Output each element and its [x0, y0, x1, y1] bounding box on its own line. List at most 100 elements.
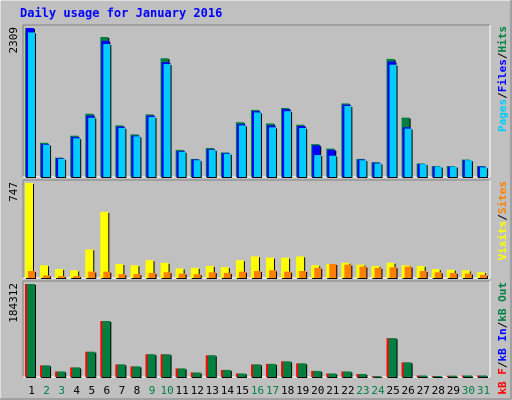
bar-kbout-day-3 [57, 371, 66, 377]
bar-pages-day-25 [389, 64, 397, 177]
bar-pages-day-21 [329, 155, 337, 177]
bar-pages-day-31 [479, 167, 487, 177]
bar-sites-day-31 [479, 274, 487, 278]
bar-kbout-day-8 [132, 366, 141, 377]
bar-pages-day-5 [88, 117, 96, 177]
bar-kbout-day-27 [418, 375, 427, 377]
bar-sites-day-13 [208, 272, 216, 278]
legend-entry: kB Out [496, 282, 509, 322]
x-tick-label-day-3: 3 [58, 384, 65, 397]
bar-sites-day-5 [88, 271, 96, 278]
x-axis-labels: 1 2 3 4 5 6 7 8 9 10 11 12 13 14 15 16 17 18 19 20 21 22 23 24 2… [28, 384, 490, 397]
bar-visits-day-16 [250, 256, 259, 278]
x-tick-label-day-8: 8 [134, 384, 141, 397]
x-tick-label-day-6: 6 [104, 384, 111, 397]
panel-visitors: 747 Visits/Sites [7, 179, 509, 279]
bar-kbout-day-15 [237, 373, 246, 377]
bar-sites-day-22 [344, 264, 352, 278]
bar-pages-day-2 [43, 144, 51, 177]
bar-visits-day-11 [175, 268, 184, 278]
bar-pages-day-11 [178, 151, 186, 177]
bar-kbout-day-28-shadow [434, 376, 443, 378]
bar-sites-day-16 [253, 271, 261, 278]
x-tick-label-day-1: 1 [28, 384, 35, 397]
bar-sites-day-29 [449, 272, 457, 278]
x-tick-label-day-22: 22 [341, 384, 354, 397]
bar-pages-day-8 [133, 136, 141, 177]
bar-kbout-day-12 [192, 372, 201, 377]
bar-sites-day-6 [103, 271, 111, 278]
bar-kbout-day-7 [117, 364, 126, 377]
legend-entry: Visits [496, 221, 509, 261]
chart-title: Daily usage for January 2016 [20, 6, 222, 20]
bar-pages-day-9 [148, 116, 156, 177]
legend-entry: kB F [496, 368, 509, 395]
bar-kbout-day-26 [403, 362, 412, 377]
bar-pages-day-17 [269, 127, 277, 177]
panel-traffic-ymax-label: 184312 [7, 283, 20, 323]
bar-pages-day-13 [208, 149, 216, 177]
x-tick-label-day-13: 13 [206, 384, 219, 397]
bar-visits-day-2 [40, 265, 49, 278]
bar-sites-day-24 [374, 267, 382, 278]
bar-pages-day-7 [118, 127, 126, 177]
x-tick-label-day-23: 23 [356, 384, 369, 397]
x-tick-label-day-18: 18 [281, 384, 294, 397]
bar-kbout-day-30-shadow [464, 376, 473, 378]
legend-separator: / [496, 361, 509, 368]
bar-kbout-day-22 [343, 371, 352, 377]
bar-kbout-day-28 [433, 375, 442, 377]
x-tick-label-day-7: 7 [119, 384, 126, 397]
bar-visits-day-15 [235, 260, 244, 278]
bar-kbout-day-4 [72, 367, 81, 377]
panel-visitors-legend: Visits/Sites [496, 181, 509, 261]
bar-kbout-day-30 [463, 375, 472, 377]
bar-sites-day-10 [163, 272, 171, 278]
bar-pages-day-18 [284, 111, 292, 177]
bar-pages-day-15 [238, 125, 246, 177]
legend-separator: / [496, 52, 509, 59]
x-tick-label-day-9: 9 [149, 384, 156, 397]
x-tick-label-day-21: 21 [326, 384, 339, 397]
bar-sites-day-18 [284, 271, 292, 278]
bar-kbout-day-13 [207, 355, 216, 377]
bar-sites-day-1 [28, 271, 35, 278]
bar-sites-day-3-shadow [59, 277, 67, 279]
bar-sites-day-28 [434, 272, 442, 278]
bar-visits-day-13 [205, 265, 214, 278]
legend-entry: Pages [496, 99, 509, 132]
bar-sites-day-11 [178, 273, 186, 278]
bar-sites-day-3 [58, 276, 66, 278]
bar-pages-day-16 [253, 112, 261, 177]
bar-pages-day-20 [314, 155, 322, 177]
bar-kbout-day-31 [478, 375, 487, 377]
x-tick-label-day-31: 31 [477, 384, 490, 397]
bar-kbout-day-9 [147, 354, 156, 377]
x-tick-label-day-25: 25 [386, 384, 399, 397]
bar-sites-day-4 [73, 276, 81, 278]
panel-usage-ymax-label: 2309 [7, 27, 20, 54]
x-tick-label-day-16: 16 [251, 384, 264, 397]
bar-sites-day-30 [464, 273, 472, 278]
bar-kbout-day-16 [252, 364, 261, 377]
bar-visits-day-12 [190, 267, 199, 278]
bar-kbout-day-23 [358, 373, 367, 377]
bar-pages-day-1 [28, 32, 35, 177]
bar-kbout-day-5 [87, 351, 96, 377]
bar-kbout-day-25 [388, 338, 397, 377]
x-tick-label-day-15: 15 [236, 384, 249, 397]
bar-sites-day-9 [148, 272, 156, 278]
bar-sites-day-17 [269, 270, 277, 278]
x-tick-label-day-27: 27 [417, 384, 430, 397]
bar-kbout-day-24-shadow [374, 377, 383, 378]
legend-separator: / [496, 92, 509, 99]
bar-visits-day-6 [100, 211, 109, 278]
bar-visits-day-10 [160, 262, 169, 278]
bar-sites-day-8 [133, 274, 141, 278]
panel-visitors-ymax-label: 747 [7, 182, 20, 202]
x-tick-label-day-11: 11 [176, 384, 189, 397]
bar-kbout-day-2 [42, 365, 51, 377]
bar-sites-day-7 [118, 274, 126, 278]
